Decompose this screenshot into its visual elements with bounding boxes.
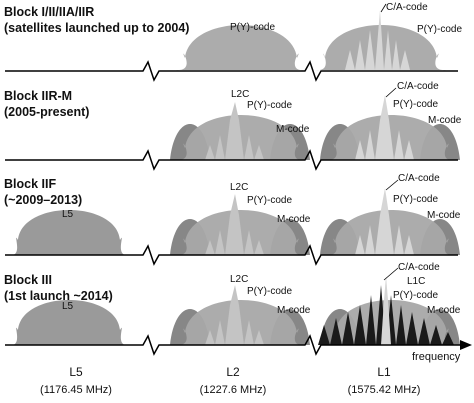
block-4-l2c-spikes: [205, 285, 264, 345]
band-labels: L5 (1176.45 MHz) L2 (1227.6 MHz) L1 (157…: [40, 365, 420, 396]
row-block-i-ii-iia-iir: Block I/II/IIA/IIR (satellites launched …: [4, 2, 462, 82]
block-2-axis: [5, 149, 458, 171]
row-block-iii: Block III (1st launch ~2014) L5 L2C P(Y)…: [4, 262, 472, 363]
row-block-iif: Block IIF (~2009–2013) L5 L2C P(Y)-code …: [4, 173, 461, 266]
block-2-ca-pointer: [385, 87, 397, 98]
band-l2-name: L2: [226, 365, 240, 379]
block-2-l1-ca-spikes: [355, 95, 414, 160]
block-4-l2-pcode-label: P(Y)-code: [247, 286, 292, 297]
block-2-l1-ca-label: C/A-code: [397, 81, 439, 92]
axis-arrowhead: [460, 340, 472, 350]
block-4-ca-pointer: [383, 267, 399, 281]
block-3-l2-pcode-label: P(Y)-code: [247, 195, 292, 206]
block-3-subtitle: (~2009–2013): [4, 193, 82, 207]
block-4-l5-lobe: [10, 300, 128, 346]
band-l1-frequency: (1575.42 MHz): [348, 384, 421, 396]
block-3-l2c-label: L2C: [230, 182, 248, 193]
block-2-l1-mcode-label: M-code: [428, 115, 462, 126]
block-4-title: Block III: [4, 273, 52, 287]
frequency-axis-label: frequency: [412, 351, 461, 363]
block-1-l1-pcode-label: P(Y)-code: [417, 24, 462, 35]
block-4-l5-label: L5: [62, 301, 74, 312]
block-3-l1-mcode-label: M-code: [427, 210, 461, 221]
block-3-l2c-spikes: [205, 194, 264, 255]
block-3-title: Block IIF: [4, 177, 56, 191]
block-1-l2-pcode-lobe: [176, 25, 304, 71]
block-1-title: Block I/II/IIA/IIR: [4, 5, 94, 19]
band-l1-name: L1: [377, 365, 391, 379]
block-4-l1c-lobes: [318, 285, 454, 345]
block-4-subtitle: (1st launch ~2014): [4, 289, 113, 303]
block-2-l2c-label: L2C: [231, 89, 249, 100]
row-block-iir-m: Block IIR-M (2005-present) L2C P(Y)-code…: [4, 81, 462, 171]
block-2-subtitle: (2005-present): [4, 105, 89, 119]
block-2-title: Block IIR-M: [4, 89, 72, 103]
block-3-axis: [5, 244, 458, 266]
block-2-l2-pcode-label: P(Y)-code: [247, 100, 292, 111]
block-1-l2-pcode-label: P(Y)-code: [230, 22, 275, 33]
block-1-subtitle: (satellites launched up to 2004): [4, 21, 189, 35]
block-4-l2c-label: L2C: [230, 274, 248, 285]
band-l5-frequency: (1176.45 MHz): [40, 384, 112, 396]
block-4-l1-ca-spike: [381, 276, 391, 345]
band-l5-name: L5: [69, 365, 83, 379]
block-2-l1-pcode-label: P(Y)-code: [393, 99, 438, 110]
block-3-l5-label: L5: [62, 209, 74, 220]
block-3-l5-lobe: [10, 210, 128, 256]
block-1-ca-pointer: [380, 3, 387, 13]
band-l2-frequency: (1227.6 MHz): [200, 384, 267, 396]
block-4-l1-mcode-label: M-code: [427, 305, 461, 316]
block-3-l1-ca-spikes: [355, 188, 414, 255]
block-4-l2-mcode-label: M-code: [277, 305, 311, 316]
block-4-l1-pcode-label: P(Y)-code: [393, 290, 438, 301]
block-2-l2-mcode-label: M-code: [276, 124, 310, 135]
block-3-ca-pointer: [385, 179, 399, 191]
block-4-l1-ca-label: C/A-code: [398, 262, 440, 273]
block-1-l1-ca-spikes: [345, 10, 410, 70]
block-1-l1-ca-label: C/A-code: [386, 2, 428, 13]
block-4-axis: [5, 334, 460, 356]
block-3-l2-mcode-label: M-code: [277, 214, 311, 225]
block-1-axis: [5, 60, 458, 82]
block-2-l2c-spikes: [205, 102, 264, 160]
block-3-l1-ca-label: C/A-code: [398, 173, 440, 184]
block-4-l1c-label: L1C: [407, 276, 425, 287]
block-3-l1-pcode-label: P(Y)-code: [393, 194, 438, 205]
